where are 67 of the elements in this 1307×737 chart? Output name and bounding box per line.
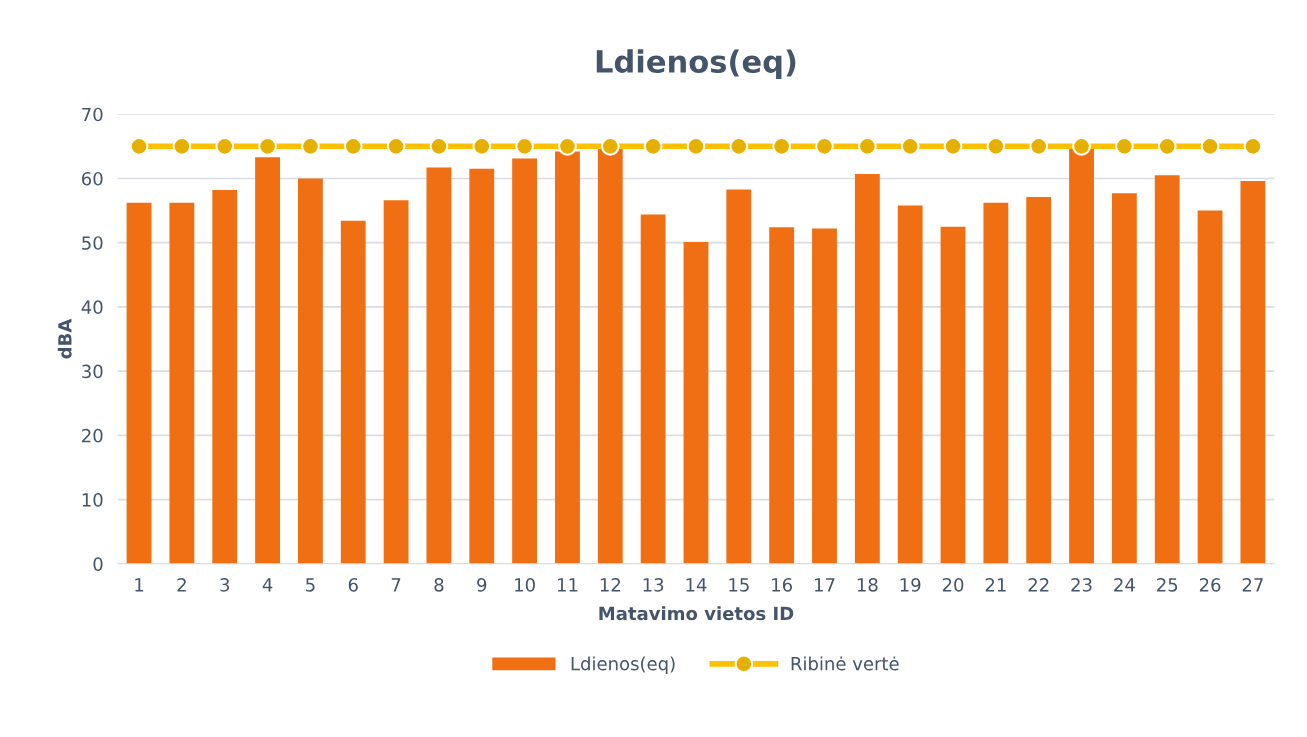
x-tick-label: 16 — [772, 578, 793, 592]
bar — [812, 228, 837, 564]
x-tick-label: 21 — [985, 578, 1006, 592]
y-tick-label: 0 — [93, 557, 103, 571]
x-tick-label: 11 — [557, 578, 578, 592]
x-tick-label: 2 — [177, 578, 186, 592]
bar — [1026, 197, 1052, 564]
x-tick-label: 3 — [220, 578, 230, 592]
x-tick-label: 20 — [942, 578, 964, 592]
bar — [212, 190, 238, 564]
bar — [169, 202, 195, 564]
x-tick-label: 7 — [391, 578, 401, 592]
x-tick-label: 17 — [814, 578, 835, 592]
x-tick-label: 15 — [729, 578, 749, 592]
bar — [555, 151, 580, 564]
x-axis-title: Matavimo vietos ID — [599, 606, 794, 621]
x-tick-label: 23 — [1071, 578, 1092, 592]
bar — [383, 200, 409, 564]
y-tick-label: 60 — [82, 171, 103, 186]
x-tick-label: 22 — [1028, 578, 1049, 592]
y-tick-label: 40 — [81, 300, 103, 315]
bar — [469, 168, 495, 564]
bar — [726, 189, 752, 564]
x-tick-label: 19 — [900, 578, 921, 592]
y-tick-label: 20 — [82, 428, 103, 443]
bar — [297, 178, 323, 564]
y-tick-label: 10 — [82, 493, 103, 507]
x-tick-label: 24 — [1114, 578, 1135, 592]
bar — [1197, 210, 1223, 564]
x-tick-label: 12 — [600, 578, 620, 592]
x-tick-label: 26 — [1199, 578, 1221, 592]
x-tick-label: 13 — [643, 578, 664, 592]
bar — [640, 214, 666, 564]
bar — [1154, 175, 1180, 564]
y-tick-label: 70 — [82, 107, 103, 122]
x-tick-label: 4 — [262, 578, 273, 592]
x-tick-label: 10 — [515, 578, 535, 592]
y-tick-label: 30 — [82, 364, 103, 379]
bar — [126, 202, 152, 564]
bar — [340, 220, 366, 564]
bar — [597, 148, 623, 564]
bar — [940, 226, 966, 564]
x-tick-label: 18 — [857, 578, 878, 592]
x-tick-label: 14 — [686, 578, 707, 592]
bar — [1111, 193, 1137, 564]
bar — [1069, 148, 1094, 564]
bar — [512, 158, 538, 564]
y-tick-label: 50 — [82, 236, 103, 250]
bar — [1240, 181, 1266, 564]
bar — [426, 167, 452, 564]
bar — [255, 157, 280, 564]
x-tick-label: 27 — [1242, 578, 1263, 592]
x-tick-label: 6 — [348, 578, 358, 592]
chart-title: Ldienos(eq) — [596, 49, 796, 79]
x-tick-label: 5 — [306, 578, 315, 592]
legend-label: Ribinė vertė — [791, 656, 899, 671]
x-tick-label: 9 — [477, 578, 487, 592]
x-tick-label: 1 — [135, 578, 144, 592]
bar — [897, 205, 923, 564]
bar — [983, 202, 1009, 564]
legend-label: Ldienos(eq) — [571, 656, 675, 674]
bar — [854, 173, 880, 564]
bar — [683, 242, 709, 564]
y-axis-title: dBA — [57, 318, 72, 359]
bar — [769, 227, 795, 564]
x-tick-label: 8 — [434, 578, 444, 592]
x-tick-label: 25 — [1157, 578, 1178, 592]
